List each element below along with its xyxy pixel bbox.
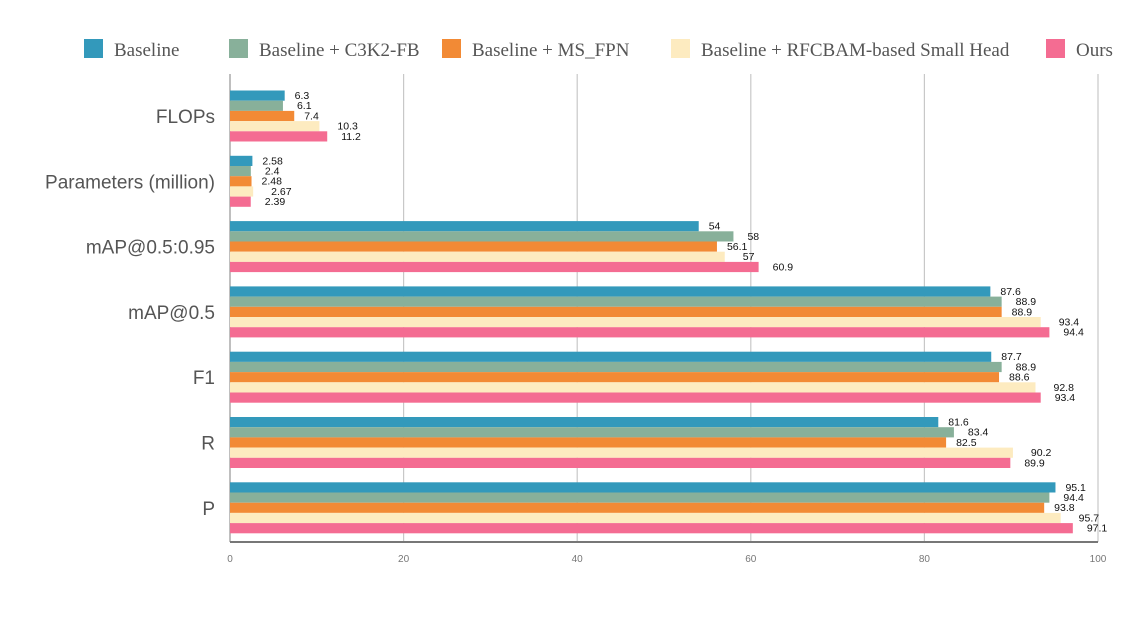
bar xyxy=(230,361,1002,373)
data-label: 92.8 xyxy=(1054,382,1075,394)
bar xyxy=(230,523,1073,534)
bar xyxy=(230,251,725,262)
data-label: 60.9 xyxy=(773,261,794,273)
bar xyxy=(230,502,1045,513)
data-label: 87.7 xyxy=(1001,351,1022,363)
bar xyxy=(230,351,992,362)
bar xyxy=(230,512,1061,524)
bar xyxy=(230,186,254,197)
data-label: 58 xyxy=(747,231,759,243)
bar xyxy=(230,327,1050,338)
legend-label: Baseline + RFCBAM-based Small Head xyxy=(701,40,1010,61)
data-label: 88.9 xyxy=(1016,361,1037,373)
bar xyxy=(230,196,251,207)
category-label: mAP@0.5:0.95 xyxy=(86,238,215,259)
data-label: 56.1 xyxy=(727,241,748,253)
bar xyxy=(230,447,1013,458)
data-label: 90.2 xyxy=(1031,447,1052,459)
data-label: 6.1 xyxy=(297,100,312,112)
data-label: 81.6 xyxy=(948,417,969,429)
bar xyxy=(230,296,1002,307)
category-label: Parameters (million) xyxy=(45,172,215,193)
category-label: F1 xyxy=(193,368,215,389)
data-label: 88.6 xyxy=(1009,372,1030,384)
data-label: 93.4 xyxy=(1055,392,1076,404)
data-label: 95.1 xyxy=(1065,482,1086,494)
bar xyxy=(230,166,251,177)
data-label: 83.4 xyxy=(968,427,989,439)
category-label: R xyxy=(201,434,215,455)
x-tick-label: 100 xyxy=(1090,554,1107,565)
data-label: 93.8 xyxy=(1054,502,1075,514)
bar xyxy=(230,100,283,111)
bar xyxy=(230,286,991,297)
bar xyxy=(230,317,1041,328)
data-label: 54 xyxy=(709,221,721,233)
data-label: 87.6 xyxy=(1000,286,1021,298)
data-label: 94.4 xyxy=(1063,492,1084,504)
legend-swatch xyxy=(671,39,690,58)
x-tick-label: 40 xyxy=(572,554,584,565)
x-tick-label: 60 xyxy=(745,554,757,565)
data-label: 57 xyxy=(743,251,755,263)
legend-swatch xyxy=(84,39,103,58)
bar xyxy=(230,261,759,273)
bar xyxy=(230,427,954,438)
bar xyxy=(230,110,295,122)
bar xyxy=(230,382,1036,393)
data-label: 2.39 xyxy=(265,196,286,208)
data-label: 7.4 xyxy=(304,110,319,122)
bar xyxy=(230,90,285,101)
legend-swatch xyxy=(1046,39,1065,58)
data-label: 88.9 xyxy=(1012,306,1033,318)
category-label: FLOPs xyxy=(156,107,215,128)
bar xyxy=(230,121,320,132)
data-label: 2.58 xyxy=(262,155,283,167)
data-label: 97.1 xyxy=(1087,523,1108,535)
legend-label: Ours xyxy=(1076,40,1113,61)
bar xyxy=(230,372,1000,383)
legend-swatch xyxy=(442,39,461,58)
category-label: mAP@0.5 xyxy=(128,303,215,324)
x-tick-label: 20 xyxy=(398,554,410,565)
bar xyxy=(230,306,1002,317)
legend-label: Baseline + MS_FPN xyxy=(472,40,630,61)
x-tick-label: 80 xyxy=(919,554,931,565)
data-label: 88.9 xyxy=(1016,296,1037,308)
bar xyxy=(230,155,253,166)
bar xyxy=(230,176,252,187)
legend-label: Baseline + C3K2-FB xyxy=(259,40,420,61)
legend-swatch xyxy=(229,39,248,58)
bar xyxy=(230,221,699,232)
data-label: 10.3 xyxy=(337,121,358,133)
data-label: 93.4 xyxy=(1059,317,1080,329)
x-tick-label: 0 xyxy=(227,554,233,565)
bar xyxy=(230,437,947,448)
bar xyxy=(230,457,1011,468)
data-label: 2.48 xyxy=(262,176,283,188)
data-label: 94.4 xyxy=(1063,327,1084,339)
bar xyxy=(230,241,717,252)
bar xyxy=(230,231,734,242)
data-label: 6.3 xyxy=(295,90,310,102)
bar xyxy=(230,417,939,428)
data-label: 82.5 xyxy=(956,437,977,449)
category-label: P xyxy=(202,499,215,520)
bar xyxy=(230,131,328,142)
bar xyxy=(230,392,1041,403)
bar xyxy=(230,492,1050,503)
data-label: 11.2 xyxy=(341,131,361,143)
bar xyxy=(230,482,1056,493)
data-label: 89.9 xyxy=(1024,457,1045,469)
data-label: 95.7 xyxy=(1079,512,1100,524)
data-label: 2.67 xyxy=(271,186,292,198)
legend-label: Baseline xyxy=(114,40,179,61)
data-label: 2.4 xyxy=(265,166,280,178)
